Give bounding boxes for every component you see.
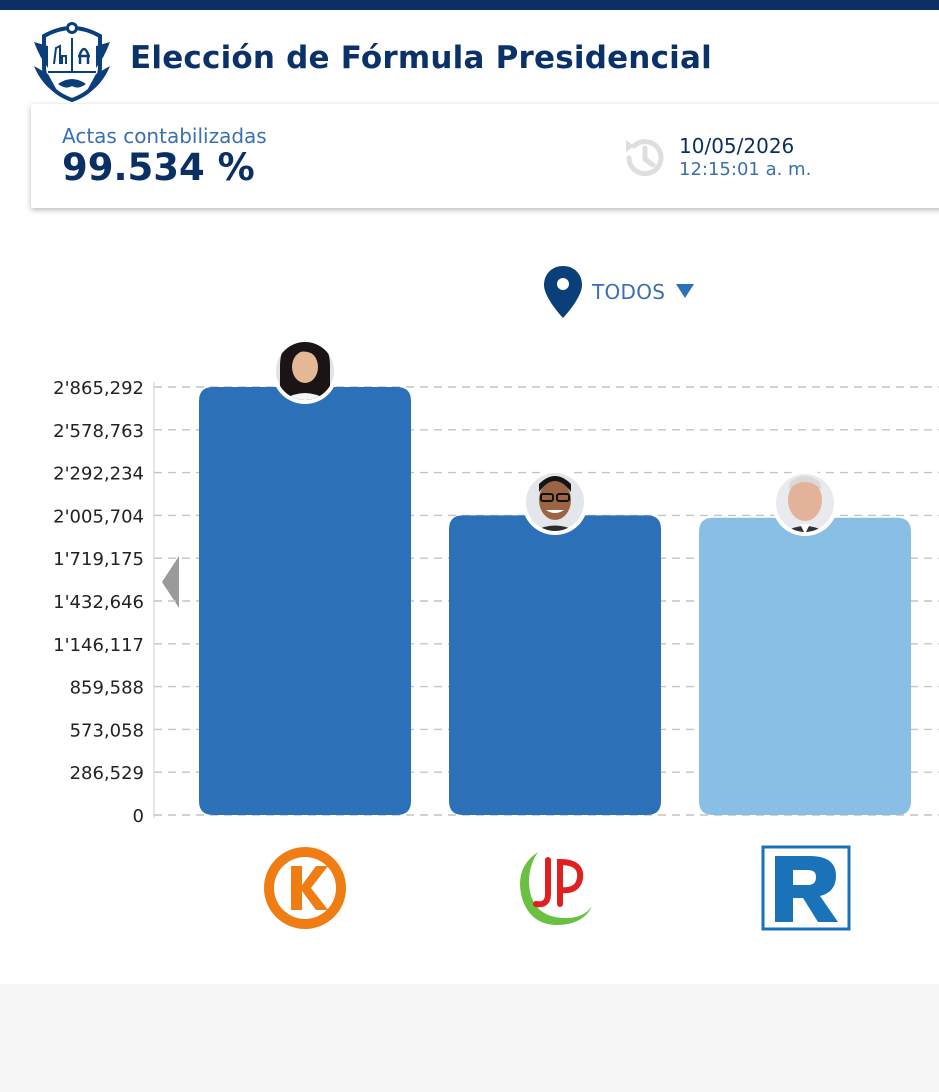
actas-value: 99.534 % — [62, 146, 255, 189]
y-tick-label: 1'432,646 — [53, 592, 144, 613]
chevron-left-icon[interactable] — [161, 556, 181, 608]
history-clock-icon — [626, 139, 664, 177]
page-header: Elección de Fórmula Presidencial — [0, 10, 939, 102]
y-tick-label: 0 — [133, 806, 144, 827]
y-tick-label: 2'865,292 — [53, 378, 144, 399]
filter-label: TODOS — [592, 280, 666, 304]
candidate-photo-1 — [272, 338, 338, 404]
y-tick-label: 286,529 — [70, 763, 144, 784]
top-bar — [0, 0, 939, 10]
candidate-photo-3 — [772, 470, 838, 536]
y-tick-label: 1'719,175 — [53, 549, 144, 570]
jp-party-logo — [520, 852, 592, 925]
candidate-photos — [272, 338, 838, 536]
actas-label: Actas contabilizadas — [62, 124, 267, 148]
y-tick-label: 573,058 — [70, 720, 144, 741]
vote-bar-chart: 2'865,292 2'578,763 2'292,234 2'005,704 1'71… — [53, 338, 939, 931]
party-logos — [264, 845, 851, 931]
update-time: 12:15:01 a. m. — [679, 159, 812, 180]
caret-down-icon — [676, 284, 694, 298]
update-date: 10/05/2026 — [679, 134, 795, 158]
candidate-photo-2 — [522, 469, 588, 535]
k-party-logo — [264, 847, 346, 929]
bars — [199, 387, 911, 815]
y-axis: 2'865,292 2'578,763 2'292,234 2'005,704 1'71… — [53, 378, 144, 827]
y-tick-label: 1'146,117 — [53, 635, 144, 656]
bar-r[interactable] — [699, 517, 911, 815]
y-tick-label: 859,588 — [70, 678, 144, 699]
page-title: Elección de Fórmula Presidencial — [130, 40, 712, 76]
summary-card: Actas contabilizadas 99.534 % 10/05/2026… — [31, 104, 939, 208]
y-tick-label: 2'005,704 — [53, 506, 144, 527]
peru-coat-of-arms-icon — [34, 22, 110, 102]
y-tick-label: 2'292,234 — [53, 464, 144, 485]
y-tick-label: 2'578,763 — [53, 421, 144, 442]
bar-k[interactable] — [199, 387, 411, 815]
bar-jp[interactable] — [449, 515, 661, 815]
footer-area — [0, 984, 939, 1092]
r-party-logo — [761, 845, 851, 931]
location-pin-icon — [544, 266, 582, 318]
region-filter-dropdown[interactable]: TODOS — [542, 264, 712, 320]
